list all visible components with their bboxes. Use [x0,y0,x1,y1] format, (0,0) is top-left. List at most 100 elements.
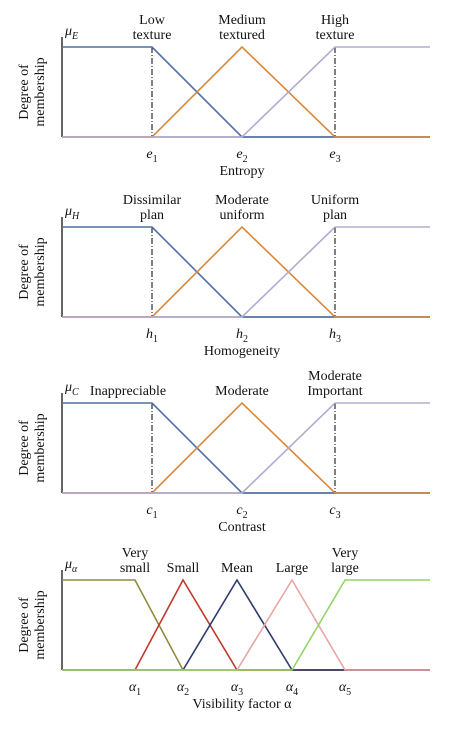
y-symbol: μα [64,557,78,575]
membership-curve [62,226,430,318]
set-label: plan [323,208,347,223]
point-label: α3 [231,680,243,698]
point-subscript: 2 [243,334,248,345]
set-label: Very [332,546,358,561]
set-label: large [331,561,359,576]
point-subscript: 1 [136,687,141,698]
set-label: Inappreciable [90,384,166,399]
point-label: c3 [329,503,340,521]
y-label: membership [33,413,48,482]
y-symbol-subscript: E [71,31,78,42]
point-label: h3 [329,327,341,345]
point-label: c1 [146,503,157,521]
set-label: uniform [219,208,264,223]
membership-curve [62,46,430,138]
point-label: α5 [339,680,351,698]
point-subscript: 4 [293,687,298,698]
point-subscript: 1 [153,154,158,165]
y-label: membership [33,237,48,306]
point-symbol: α [129,680,137,695]
point-label: e1 [146,147,157,165]
point-label: e2 [236,147,247,165]
y-symbol-subscript: α [72,564,78,575]
membership-curve [62,45,430,138]
membership-curve [62,402,430,494]
point-subscript: 3 [336,510,341,521]
set-label: Mean [221,561,253,576]
y-symbol-subscript: H [71,211,80,222]
set-label: Low [139,13,166,28]
point-symbol: α [339,680,347,695]
x-label: Entropy [219,164,264,179]
point-label: e3 [329,147,340,165]
point-label: α2 [177,680,189,698]
y-symbol: μE [64,24,78,42]
membership-curve [62,46,430,138]
point-symbol: c [236,503,243,518]
set-label: Dissimilar [123,193,182,208]
set-label: plan [140,208,164,223]
membership-curve [62,226,430,318]
point-subscript: 3 [336,154,341,165]
y-symbol-letter: μ [64,204,72,219]
set-label: Large [276,561,308,576]
point-symbol: h [236,327,243,342]
point-symbol: e [329,147,335,162]
point-symbol: c [146,503,153,518]
set-label: Moderate [215,193,269,208]
y-label: membership [33,590,48,659]
set-label: Uniform [311,193,359,208]
y-symbol-letter: μ [64,24,72,39]
set-label: Important [307,384,362,399]
set-label: texture [316,28,355,43]
point-subscript: 1 [153,510,158,521]
set-label: Medium [218,13,266,28]
set-label: small [120,561,150,576]
point-symbol: c [329,503,336,518]
point-symbol: α [286,680,294,695]
point-label: c2 [236,503,247,521]
set-label: texture [133,28,172,43]
point-subscript: 2 [243,154,248,165]
y-label: Degree of [17,64,32,120]
y-symbol-letter: μ [64,380,72,395]
set-label: Moderate [308,369,362,384]
point-subscript: 5 [346,687,351,698]
y-label: membership [33,57,48,126]
x-label: Contrast [218,520,266,535]
set-label: textured [219,28,265,43]
membership-curve [62,579,430,671]
y-symbol-letter: μ [64,557,72,572]
point-label: α4 [286,680,298,698]
y-symbol-subscript: C [72,387,79,398]
point-subscript: 2 [243,510,248,521]
set-label: Very [122,546,148,561]
point-subscript: 2 [184,687,189,698]
point-subscript: 3 [336,334,341,345]
point-symbol: e [236,147,242,162]
point-symbol: α [231,680,239,695]
point-symbol: h [146,327,153,342]
y-label: Degree of [17,244,32,300]
point-symbol: h [329,327,336,342]
point-subscript: 1 [153,334,158,345]
membership-curve [62,401,430,494]
membership-curve [62,402,430,494]
y-symbol: μH [64,204,80,222]
y-label: Degree of [17,597,32,653]
y-label: Degree of [17,420,32,476]
y-symbol: μC [64,380,79,398]
x-label: Homogeneity [204,344,280,359]
set-label: Small [167,561,200,576]
point-label: h2 [236,327,248,345]
point-label: α1 [129,680,141,698]
set-label: Moderate [215,384,269,399]
point-symbol: e [146,147,152,162]
point-subscript: 3 [238,687,243,698]
x-label: Visibility factor α [192,697,292,712]
set-label: High [321,13,349,28]
point-label: h1 [146,327,158,345]
membership-curve [62,225,430,318]
point-symbol: α [177,680,185,695]
